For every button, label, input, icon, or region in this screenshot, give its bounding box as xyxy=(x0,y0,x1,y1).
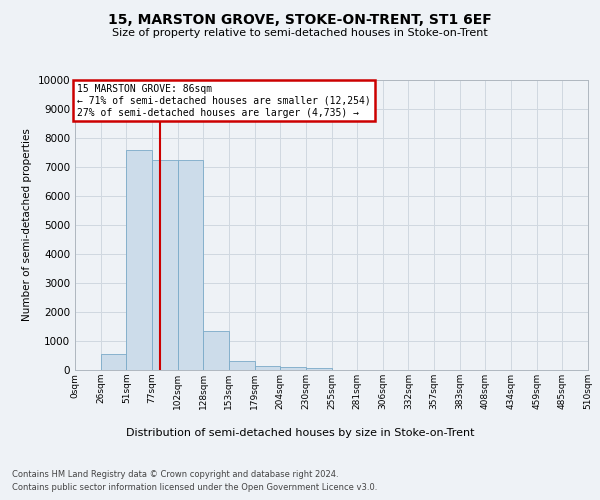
Text: Distribution of semi-detached houses by size in Stoke-on-Trent: Distribution of semi-detached houses by … xyxy=(126,428,474,438)
Bar xyxy=(152,160,178,370)
Bar xyxy=(101,354,127,370)
Bar xyxy=(178,160,203,370)
Bar xyxy=(203,331,229,370)
Bar xyxy=(229,362,254,370)
Text: 15 MARSTON GROVE: 86sqm
← 71% of semi-detached houses are smaller (12,254)
27% o: 15 MARSTON GROVE: 86sqm ← 71% of semi-de… xyxy=(77,84,371,117)
Bar xyxy=(127,150,152,370)
Bar xyxy=(280,367,306,370)
Bar xyxy=(306,368,331,370)
Text: Contains HM Land Registry data © Crown copyright and database right 2024.: Contains HM Land Registry data © Crown c… xyxy=(12,470,338,479)
Text: Size of property relative to semi-detached houses in Stoke-on-Trent: Size of property relative to semi-detach… xyxy=(112,28,488,38)
Text: 15, MARSTON GROVE, STOKE-ON-TRENT, ST1 6EF: 15, MARSTON GROVE, STOKE-ON-TRENT, ST1 6… xyxy=(108,12,492,26)
Bar xyxy=(254,366,280,370)
Text: Contains public sector information licensed under the Open Government Licence v3: Contains public sector information licen… xyxy=(12,482,377,492)
Y-axis label: Number of semi-detached properties: Number of semi-detached properties xyxy=(22,128,32,322)
